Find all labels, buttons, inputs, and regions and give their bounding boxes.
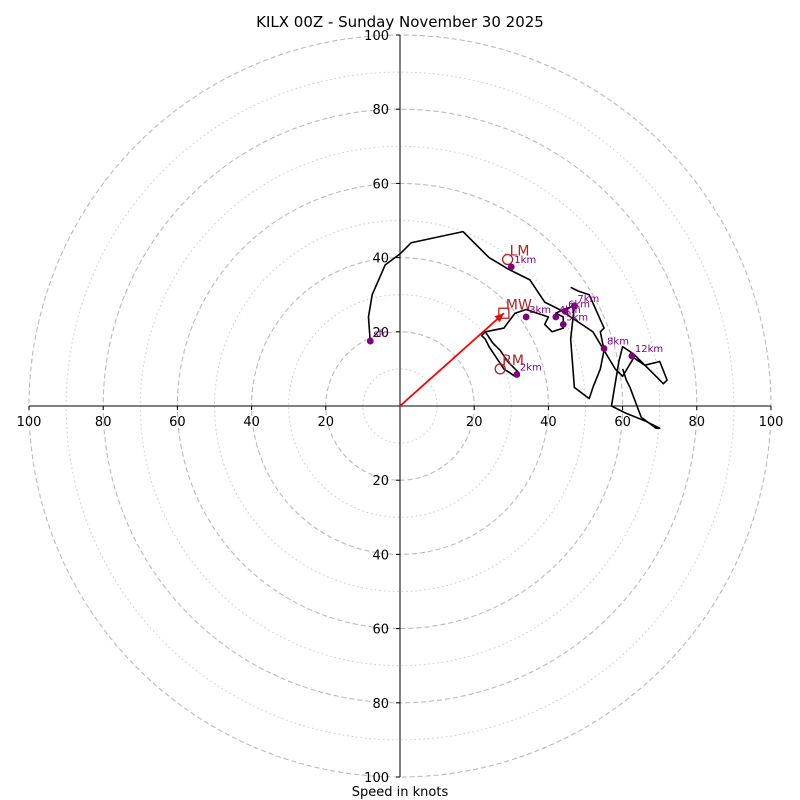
height-marker-8km — [600, 345, 608, 352]
height-marker-4km — [552, 313, 560, 321]
hodograph-line — [611, 368, 661, 430]
y-tick-label: 20 — [372, 474, 389, 489]
storm-motion-label-rm: RM — [502, 353, 524, 369]
height-label-6km: 6km — [568, 299, 590, 310]
tick-labels: 100 100 80 80 60 60 40 40 20 20 20 20 40 40 60 60 80 80 10… — [17, 29, 784, 786]
y-tick-label: 40 — [372, 548, 389, 563]
x-tick-label: 80 — [95, 415, 112, 430]
storm-motion-circle-rm — [494, 363, 506, 375]
storm-motion-label-mw: MW — [506, 297, 532, 313]
x-tick-label: 40 — [243, 415, 260, 430]
height-label-5km: 5km — [566, 312, 588, 323]
y-tick-label: 100 — [364, 771, 389, 786]
shear-vector-line — [399, 312, 505, 407]
x-tick-label: 100 — [17, 415, 42, 430]
height-marker-1km — [507, 263, 515, 271]
height-marker-6km — [561, 307, 569, 315]
height-label-2km: 2km — [520, 362, 542, 373]
x-tick-label: 60 — [169, 415, 186, 430]
x-tick-label: 20 — [318, 415, 335, 430]
x-tick-label: 60 — [614, 415, 631, 430]
x-tick-label: 80 — [689, 415, 706, 430]
x-tick-label: 20 — [466, 415, 483, 430]
height-label-1km: 1km — [514, 255, 536, 266]
height-marker-sfc — [366, 337, 374, 345]
y-tick-label: 20 — [372, 326, 389, 341]
height-label-7km: 7km — [577, 294, 599, 305]
height-marker-2km — [513, 371, 521, 378]
hodograph-line — [570, 286, 668, 407]
height-marker-5km — [559, 320, 567, 328]
shear-vector — [399, 312, 505, 407]
height-label-8km: 8km — [607, 336, 629, 347]
y-tick-label: 100 — [364, 29, 389, 44]
height-marker-7km — [570, 302, 578, 310]
height-label-3km: 3km — [529, 305, 551, 316]
y-tick-label: 80 — [372, 697, 389, 712]
height-marker-3km — [522, 313, 530, 321]
x-tick-label: 40 — [540, 415, 557, 430]
y-tick-label: 40 — [372, 252, 389, 267]
height-label-sfc: sfc — [373, 329, 387, 340]
height-label-12km: 12km — [635, 344, 663, 355]
storm-motion-markers: LM MW RM — [494, 243, 532, 375]
chart-title: KILX 00Z - Sunday November 30 2025 — [256, 13, 544, 31]
x-axis-label: Speed in knots — [352, 785, 449, 800]
storm-motion-circle-lm — [501, 253, 514, 266]
y-tick-label: 60 — [372, 623, 389, 638]
x-tick-label: 100 — [759, 415, 784, 430]
y-tick-label: 60 — [372, 177, 389, 192]
storm-motion-label-lm: LM — [510, 243, 530, 259]
y-tick-label: 80 — [372, 103, 389, 118]
height-label-4km: 4km — [559, 305, 581, 316]
height-marker-12km — [628, 352, 636, 360]
storm-motion-square-mw — [498, 307, 510, 319]
